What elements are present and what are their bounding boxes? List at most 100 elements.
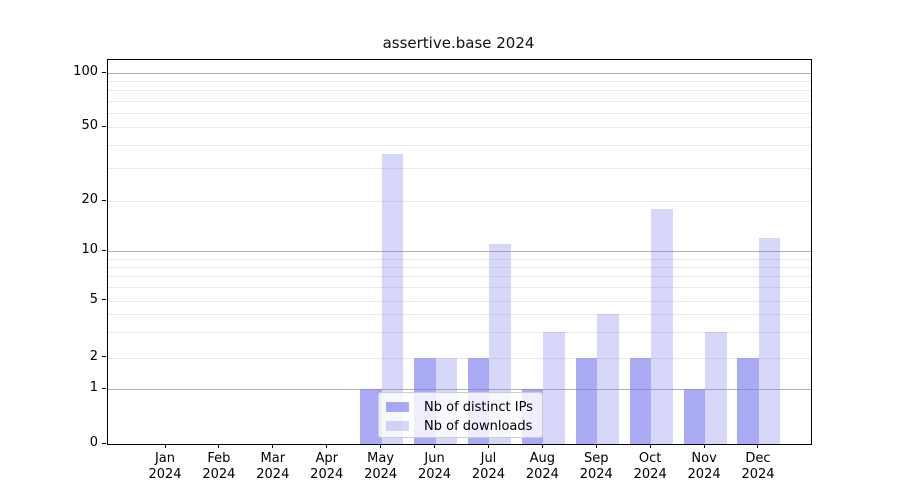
bar-distinct-ips-May [360, 389, 382, 444]
x-tick-year: 2024 [310, 467, 344, 482]
x-tick-mark-May [380, 444, 382, 448]
y-tick-mark-50 [102, 125, 106, 127]
x-tick-mark-Oct [649, 444, 651, 448]
y-tick-label-5: 5 [89, 291, 98, 307]
y-tick-label-0: 0 [89, 435, 98, 450]
x-tick-month: Dec [745, 451, 771, 466]
bar-downloads-Oct [651, 208, 673, 444]
x-tick-label-May: May 2024 [351, 451, 411, 483]
gridline-minor-8 [108, 266, 811, 268]
y-tick-mark-5 [102, 299, 106, 300]
x-tick-year: 2024 [364, 467, 398, 482]
bar-downloads-Nov [705, 332, 727, 444]
x-tick-year: 2024 [417, 467, 452, 482]
x-tick-month: Nov [691, 451, 717, 466]
x-tick-label-Sep: Sep 2024 [566, 451, 626, 483]
bar-downloads-Sep [597, 314, 619, 444]
bar-downloads-Aug [543, 332, 565, 444]
x-tick-year: 2024 [633, 467, 667, 482]
legend-label-downloads: Nb of downloads [424, 418, 533, 434]
x-tick-mark-Nov [703, 444, 705, 448]
y-tick-label-1: 1 [89, 380, 98, 396]
y-tick-mark-2 [102, 356, 106, 358]
x-tick-year: 2024 [687, 467, 721, 482]
legend-item-downloads: Nb of downloads [386, 417, 534, 435]
gridline-minor-90 [108, 81, 811, 83]
y-tick-label-10: 10 [81, 242, 98, 257]
chart-title: assertive.base 2024 [382, 34, 535, 52]
gridline-minor-3 [108, 332, 811, 334]
y-tick-mark-100 [102, 71, 106, 73]
x-tick-month: Apr [315, 451, 338, 466]
plot-area [107, 59, 812, 445]
gridline-minor-5 [108, 300, 811, 302]
x-tick-month: Sep [584, 451, 609, 466]
legend-swatch-downloads [386, 421, 409, 431]
x-tick-mark-Jan [164, 444, 166, 448]
x-tick-year: 2024 [579, 467, 613, 482]
y-tick-label-2: 2 [89, 348, 98, 364]
gridline-major-1 [108, 389, 811, 391]
x-tick-mark-Feb [218, 444, 220, 448]
x-tick-label-Dec: Dec 2024 [728, 451, 788, 483]
x-tick-month: May [367, 451, 395, 466]
x-tick-mark-Sep [595, 444, 597, 448]
x-tick-year: 2024 [471, 467, 505, 482]
x-tick-year: 2024 [256, 467, 290, 482]
y-tick-label-100: 100 [73, 64, 98, 79]
x-tick-label-Nov: Nov 2024 [674, 451, 734, 483]
x-tick-mark-Aug [541, 444, 543, 448]
gridline-minor-80 [108, 90, 811, 92]
x-tick-mark-Apr [326, 444, 328, 448]
x-tick-mark-Dec [757, 444, 759, 448]
gridline-minor-50 [108, 127, 811, 128]
gridline-minor-20 [108, 201, 811, 202]
y-tick-mark-20 [102, 199, 106, 201]
gridline-minor-30 [108, 168, 811, 170]
gridline-minor-40 [108, 145, 811, 147]
x-tick-label-Apr: Apr 2024 [297, 451, 357, 483]
x-tick-label-Jun: Jun 2024 [405, 451, 465, 483]
x-tick-label-Jul: Jul 2024 [458, 451, 518, 483]
x-tick-year: 2024 [741, 467, 775, 482]
gridline-minor-70 [108, 100, 811, 102]
x-tick-label-Feb: Feb 2024 [189, 451, 249, 483]
x-tick-month: Jul [480, 451, 497, 466]
bar-downloads-Dec [758, 237, 781, 444]
y-tick-label-50: 50 [81, 118, 98, 133]
y-tick-mark-0 [102, 442, 106, 444]
gridline-minor-60 [108, 112, 811, 114]
x-tick-label-Jan: Jan 2024 [135, 451, 195, 483]
x-tick-mark-Jul [487, 444, 489, 448]
x-tick-mark-Jun [434, 444, 436, 448]
x-tick-month: Jun [424, 451, 445, 466]
legend: Nb of distinct IPs Nb of downloads [378, 392, 543, 438]
y-tick-mark-1 [102, 387, 106, 389]
gridline-major-100 [108, 73, 811, 74]
x-tick-month: Mar [260, 451, 286, 466]
x-tick-month: Aug [529, 451, 556, 466]
legend-label-distinct-ips: Nb of distinct IPs [424, 399, 533, 415]
x-tick-year: 2024 [525, 467, 559, 482]
x-tick-mark-Mar [272, 444, 274, 448]
legend-item-distinct-ips: Nb of distinct IPs [386, 398, 534, 416]
bar-distinct-ips-Sep [575, 357, 598, 444]
x-tick-year: 2024 [148, 467, 182, 482]
gridline-minor-7 [108, 276, 811, 278]
legend-swatch-distinct-ips [386, 402, 409, 412]
y-tick-label-20: 20 [81, 192, 98, 207]
x-tick-label-Mar: Mar 2024 [243, 451, 303, 483]
gridline-minor-4 [108, 314, 811, 316]
gridline-minor-2 [108, 357, 811, 359]
x-tick-month: Oct [638, 451, 662, 466]
gridline-major-10 [108, 251, 811, 252]
x-tick-year: 2024 [202, 467, 236, 482]
x-tick-month: Jan [154, 451, 176, 466]
x-tick-label-Oct: Oct 2024 [620, 451, 680, 483]
bar-downloads-May [381, 153, 404, 444]
bar-distinct-ips-Dec [737, 357, 759, 444]
x-tick-month: Feb [207, 451, 231, 466]
gridline-minor-6 [108, 287, 811, 289]
gridline-minor-9 [108, 258, 811, 260]
